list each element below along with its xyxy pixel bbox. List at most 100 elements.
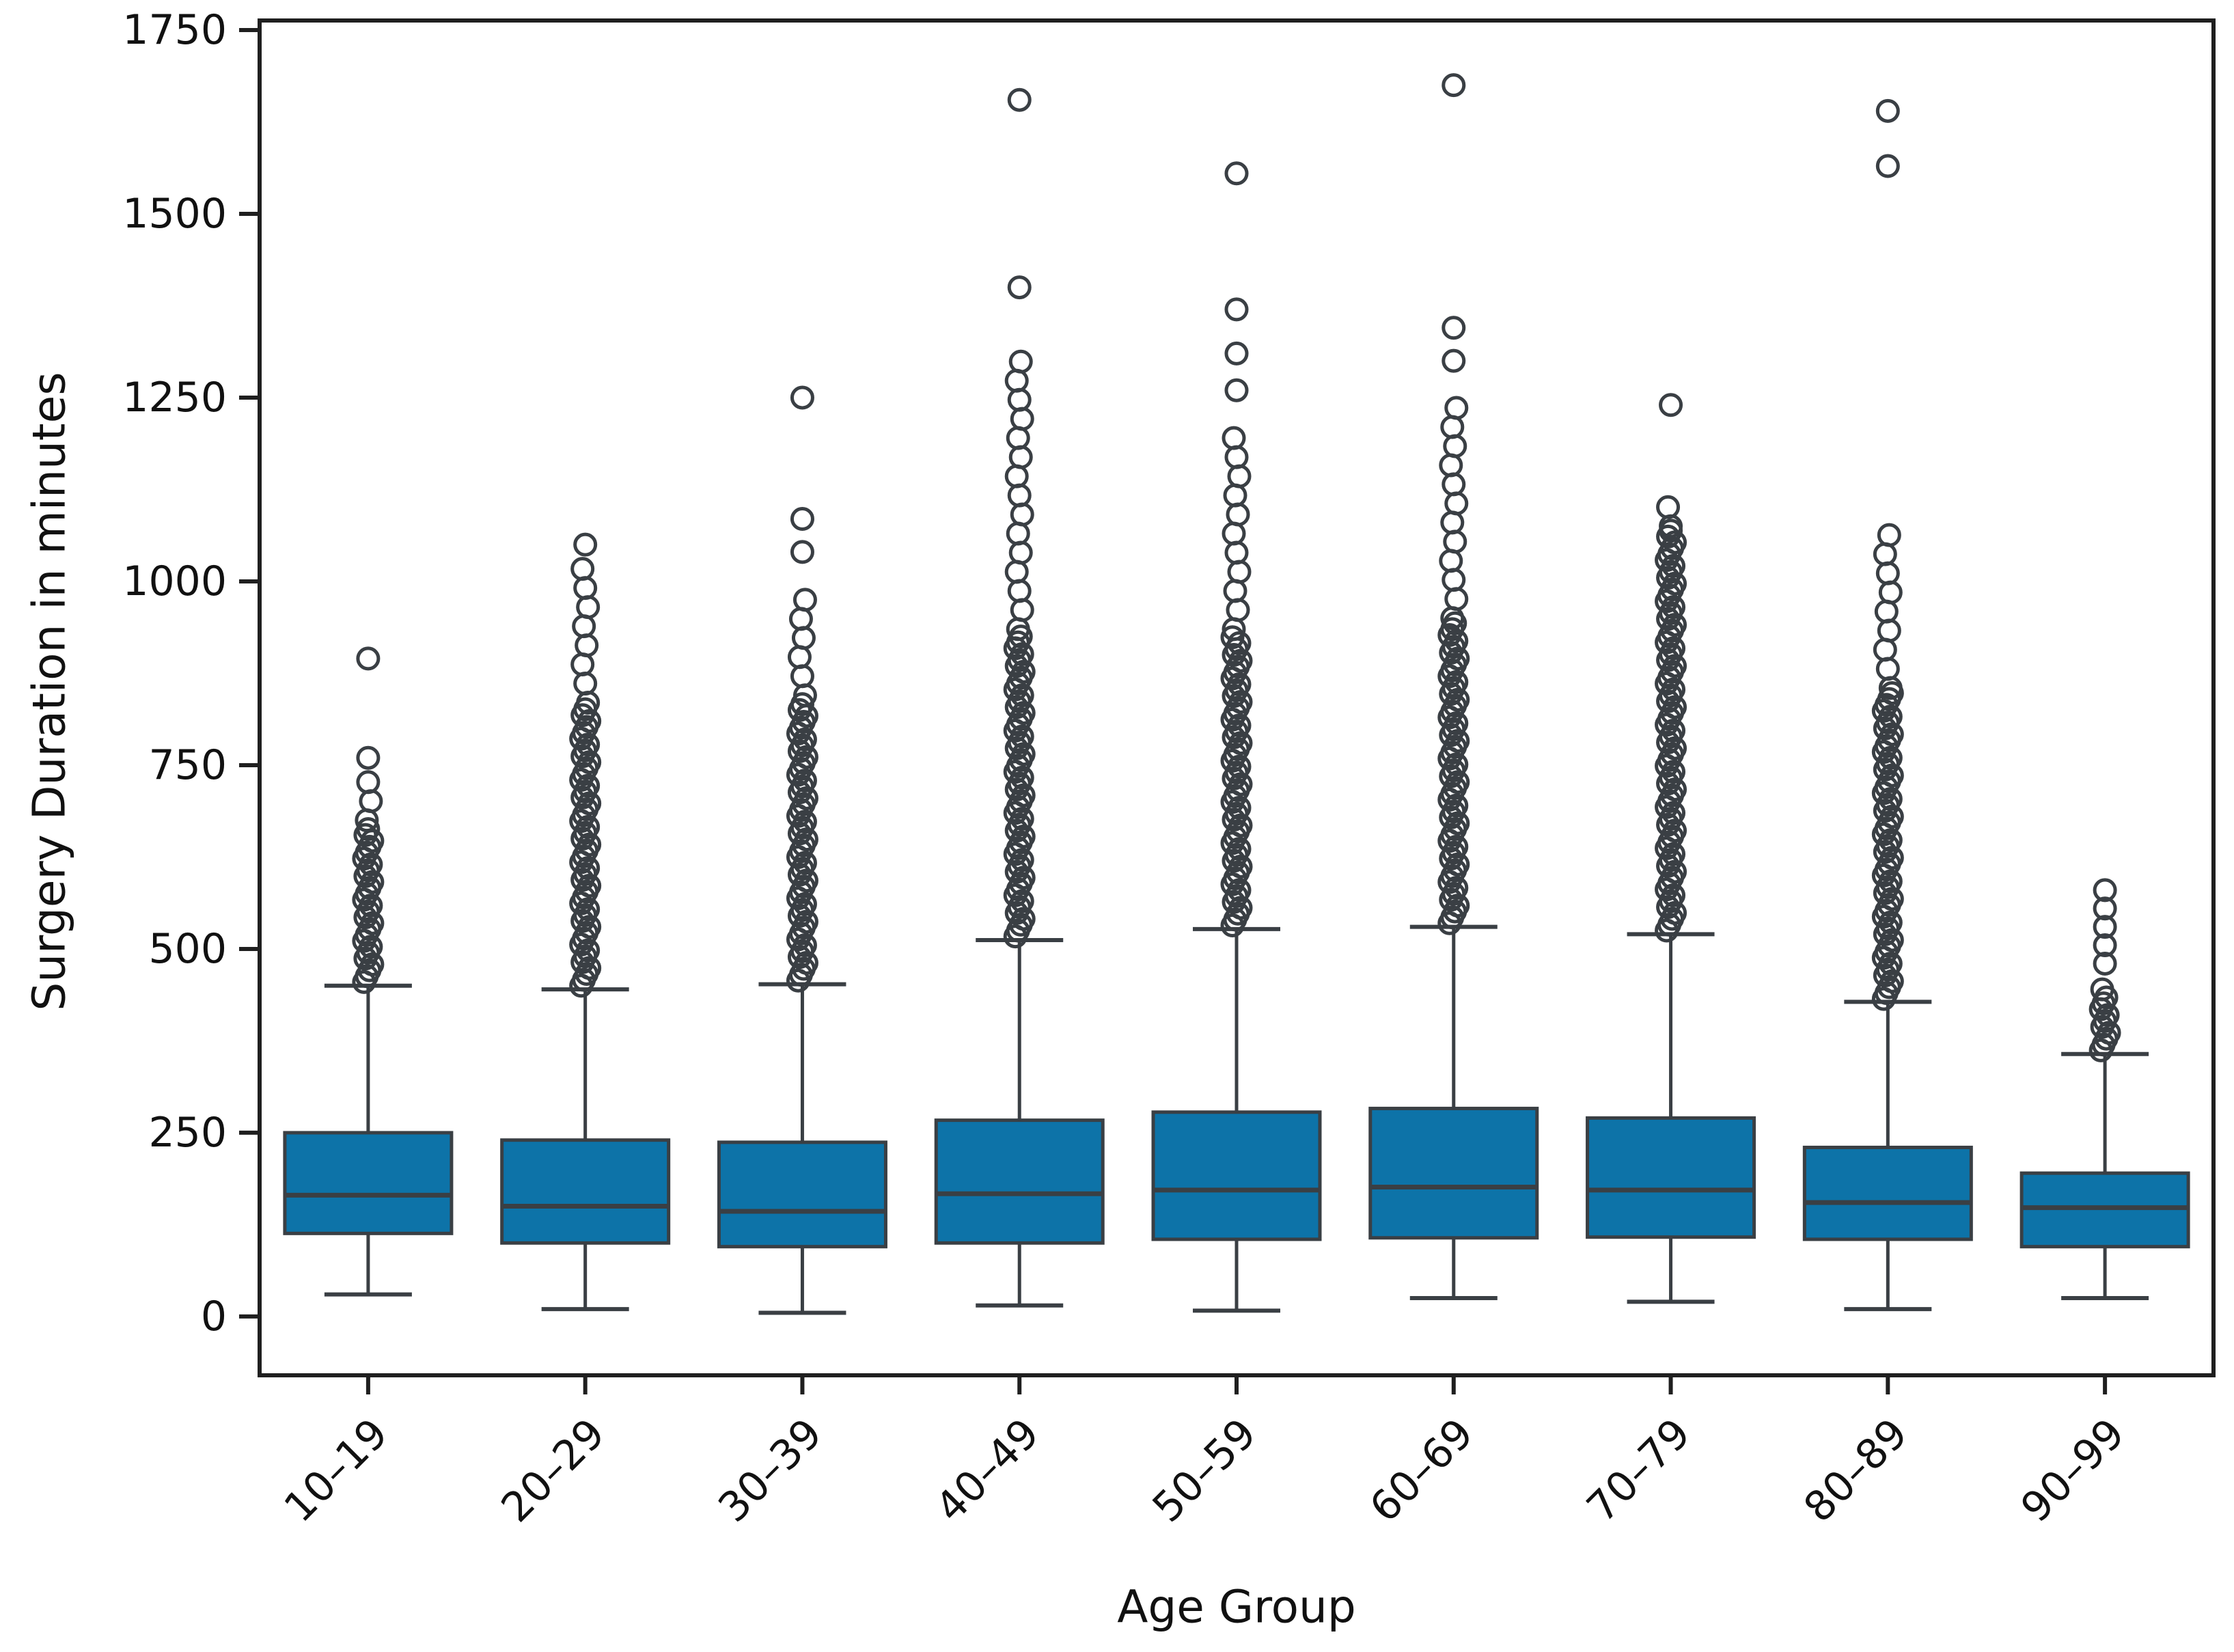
outlier-point	[1006, 521, 1030, 546]
outlier-point	[1663, 818, 1687, 843]
outlier-point	[1010, 806, 1034, 831]
outlier-point	[1446, 811, 1470, 836]
outlier-point	[1010, 598, 1034, 622]
outlier-point	[573, 576, 598, 601]
x-tick-label: 50–59	[1144, 1409, 1266, 1532]
outlier-point	[790, 540, 814, 564]
outlier-point	[1227, 837, 1252, 862]
outlier-point	[1663, 571, 1687, 596]
outlier-point	[1442, 472, 1466, 497]
outlier-point	[1878, 745, 1903, 770]
outlier-point	[794, 786, 818, 810]
outlier-point	[2093, 915, 2117, 939]
outlier-point	[1008, 445, 1033, 469]
outlier-point	[1875, 657, 1900, 681]
y-tick-label: 750	[148, 741, 227, 789]
outlier-point	[794, 868, 818, 893]
outlier-point	[1228, 854, 1253, 879]
outlier-point	[1011, 824, 1036, 849]
outlier-point	[1879, 763, 1904, 788]
outlier-point	[1228, 648, 1253, 673]
outlier-point	[575, 633, 599, 658]
outlier-point	[1004, 560, 1029, 584]
outlier-point	[1223, 579, 1247, 603]
outlier-point	[356, 646, 381, 671]
outlier-point	[1008, 349, 1033, 374]
outlier-point	[1874, 599, 1899, 624]
outlier-point	[1007, 579, 1032, 603]
outlier-point	[1661, 677, 1686, 702]
outlier-point	[792, 727, 817, 752]
outlier-point	[1224, 378, 1249, 402]
outlier-point	[1227, 754, 1252, 779]
outlier-point	[1878, 910, 1903, 935]
outlier-point	[1661, 553, 1686, 578]
outlier-point	[1875, 561, 1900, 586]
y-tick-label: 1250	[122, 374, 227, 422]
outlier-point	[1661, 842, 1686, 866]
outlier-point	[792, 810, 817, 834]
outlier-point	[577, 750, 602, 775]
outlier-point	[787, 645, 812, 670]
outlier-point	[1663, 777, 1687, 801]
x-tick-label: 60–69	[1361, 1409, 1483, 1532]
outlier-point	[1444, 876, 1469, 900]
outlier-point	[788, 607, 813, 631]
outlier-point	[1004, 368, 1029, 393]
outlier-point	[1227, 878, 1252, 903]
outlier-point	[1663, 654, 1687, 678]
x-tick-label: 90–99	[2012, 1409, 2134, 1532]
outlier-point	[576, 773, 601, 798]
outlier-point	[1879, 722, 1904, 747]
y-tick-label: 500	[148, 925, 227, 973]
outlier-point	[1228, 896, 1253, 920]
outlier-point	[1661, 760, 1686, 784]
outlier-point	[1010, 848, 1034, 872]
outlier-point	[1226, 598, 1250, 622]
outlier-point	[1663, 530, 1687, 555]
box-60–69	[1368, 1106, 1539, 1240]
outlier-point	[1873, 542, 1897, 566]
outlier-point	[1439, 453, 1463, 478]
outlier-point	[2090, 977, 2114, 1002]
outlier-point	[2093, 896, 2117, 921]
outlier-point	[1010, 642, 1034, 666]
outlier-point	[1010, 407, 1034, 431]
y-tick-label: 250	[148, 1109, 227, 1157]
outlier-point	[1444, 752, 1469, 777]
outlier-point	[1228, 772, 1253, 797]
outlier-point	[1007, 483, 1032, 508]
outlier-point	[1440, 415, 1465, 439]
outlier-point	[2093, 878, 2117, 903]
x-tick-label: 30–39	[709, 1409, 831, 1532]
outlier-point	[1227, 713, 1252, 738]
outlier-point	[1439, 549, 1463, 573]
outlier-point	[577, 791, 602, 816]
outlier-point	[1011, 783, 1036, 808]
outlier-point	[1006, 426, 1030, 450]
outlier-point	[1010, 724, 1034, 749]
outlier-point	[1446, 687, 1470, 712]
outlier-point	[577, 915, 602, 939]
outlier-point	[792, 769, 817, 793]
outlier-point	[1444, 629, 1469, 653]
outlier-point	[1220, 625, 1245, 650]
outlier-point	[1879, 846, 1904, 870]
outlier-point	[570, 557, 595, 581]
outlier-point	[1444, 711, 1469, 736]
outlier-point	[1222, 521, 1246, 546]
outlier-point	[1224, 161, 1249, 186]
outlier-point	[1440, 510, 1465, 535]
outlier-point	[1442, 348, 1466, 373]
outlier-point	[1661, 718, 1686, 743]
outlier-point	[1010, 765, 1034, 790]
outlier-point	[1878, 951, 1903, 976]
outlier-point	[794, 909, 818, 934]
outlier-point	[1227, 672, 1252, 697]
outlier-point	[1446, 770, 1470, 795]
outlier-point	[576, 814, 601, 839]
outlier-point	[1007, 387, 1032, 412]
outlier-point	[2093, 933, 2117, 958]
